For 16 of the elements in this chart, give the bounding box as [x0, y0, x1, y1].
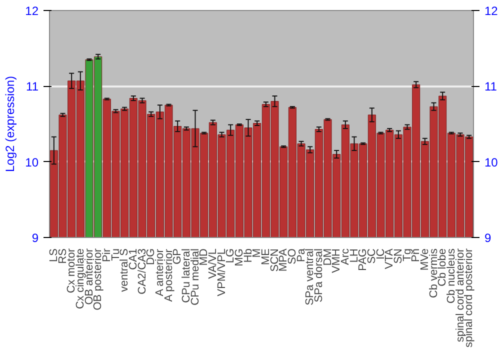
y2-tick-label: 11 — [484, 80, 498, 94]
x-tick-label: SO — [286, 248, 298, 264]
x-tick-label: Cb nucleus — [445, 248, 458, 304]
y-axis-title: Log2 (expression) — [3, 76, 18, 172]
y2-tick-label: 9 — [484, 231, 492, 245]
x-tick-label: Arc — [339, 248, 352, 265]
y-tick-label: 11 — [26, 80, 39, 94]
y-tick-label: 10 — [25, 155, 39, 170]
x-tick-label: MVe — [418, 248, 431, 271]
x-tick-label: SPa dorsal — [312, 248, 325, 302]
y-tick-label: 12 — [25, 4, 39, 18]
y2-tick-label: 12 — [484, 4, 498, 18]
y2-tick-label: 10 — [484, 155, 498, 170]
x-tick-label: RS — [56, 248, 69, 264]
y-tick-label: 9 — [32, 231, 39, 245]
x-tick-label: spinal cord posterior — [463, 248, 476, 348]
